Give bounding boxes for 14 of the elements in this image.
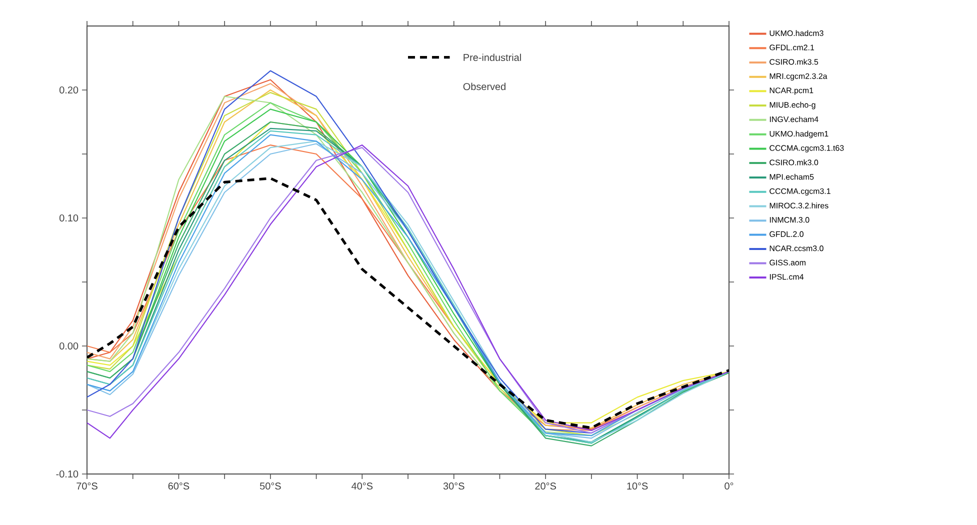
x-tick-label: 0° [724, 482, 734, 490]
x-tick-label: 50°S [260, 482, 281, 490]
y-tick-label: 0.20 [59, 86, 78, 94]
x-tick-label: 60°S [168, 482, 190, 490]
x-tick-label: 20°S [535, 482, 556, 490]
y-tick-label: -0.10 [56, 470, 78, 478]
x-tick-label: 70°S [76, 482, 98, 490]
y-tick-label: 0.10 [59, 214, 78, 222]
annotation: Observed [463, 82, 506, 90]
x-tick-label: 10°S [627, 482, 648, 490]
y-tick-label: 0.00 [59, 342, 78, 350]
legend-label: Pre-industrial [464, 54, 521, 62]
x-tick-label: 40°S [352, 482, 373, 490]
x-tick-label: 30°S [443, 482, 464, 490]
